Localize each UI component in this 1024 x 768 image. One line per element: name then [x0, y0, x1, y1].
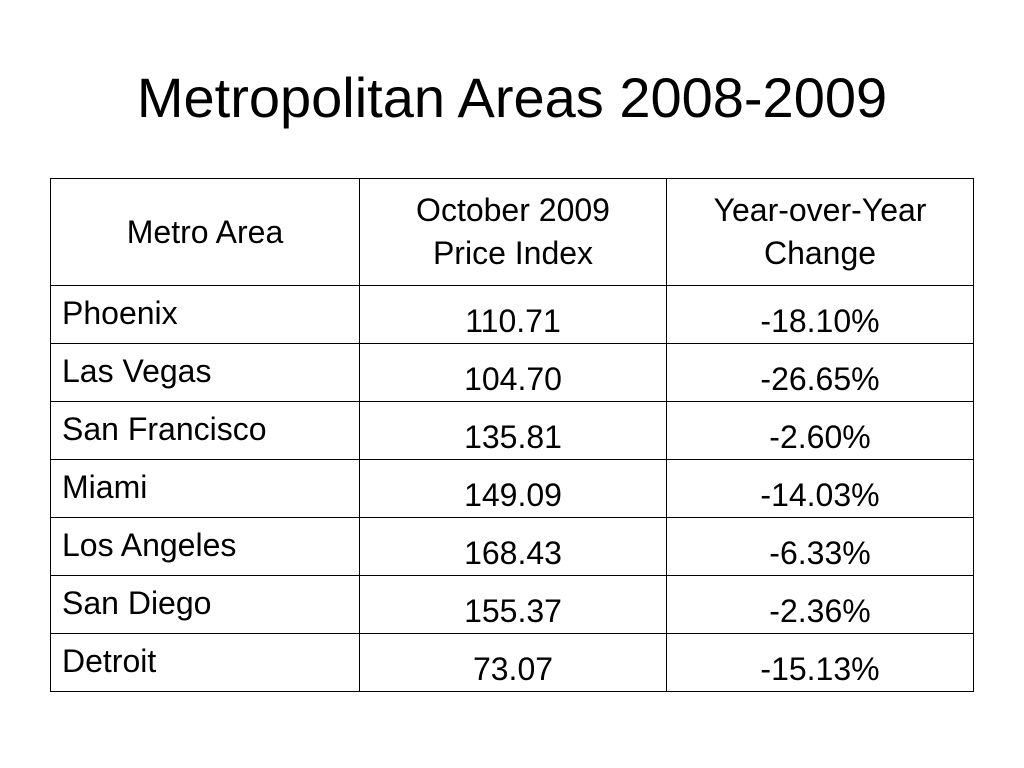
header-price-index-line2: Price Index	[432, 235, 594, 271]
header-metro-area-label: Metro Area	[126, 213, 284, 250]
yoy-change-cell: -14.03%	[666, 459, 974, 518]
price-index-cell: 168.43	[359, 517, 667, 576]
yoy-change-cell: -2.60%	[666, 401, 974, 460]
header-yoy-change: Year-over-Year Change	[666, 178, 974, 286]
header-price-index: October 2009 Price Index	[359, 178, 667, 286]
table-row: Las Vegas 104.70 -26.65%	[50, 343, 974, 402]
price-index-cell: 149.09	[359, 459, 667, 518]
header-yoy-change-line2: Change	[763, 235, 877, 271]
metro-area-cell: Los Angeles	[50, 517, 360, 576]
table-row: Miami 149.09 -14.03%	[50, 459, 974, 518]
yoy-change-cell: -6.33%	[666, 517, 974, 576]
price-index-cell: 155.37	[359, 575, 667, 634]
header-price-index-line1: October 2009	[416, 192, 610, 228]
metro-price-table: Metro Area October 2009 Price Index Year…	[50, 178, 974, 692]
metro-area-cell: San Diego	[50, 575, 360, 634]
yoy-change-cell: -15.13%	[666, 633, 974, 692]
slide-title: Metropolitan Areas 2008-2009	[136, 66, 888, 129]
yoy-change-cell: -2.36%	[666, 575, 974, 634]
table-header-row: Metro Area October 2009 Price Index Year…	[50, 178, 974, 286]
metro-area-cell: Detroit	[50, 633, 360, 692]
metro-area-cell: Las Vegas	[50, 343, 360, 402]
price-index-cell: 135.81	[359, 401, 667, 460]
header-metro-area: Metro Area	[50, 178, 360, 286]
metro-area-cell: Phoenix	[50, 285, 360, 344]
table-row: Phoenix 110.71 -18.10%	[50, 285, 974, 344]
header-yoy-change-line1: Year-over-Year	[713, 192, 927, 228]
price-index-cell: 73.07	[359, 633, 667, 692]
yoy-change-cell: -18.10%	[666, 285, 974, 344]
table-row: San Diego 155.37 -2.36%	[50, 575, 974, 634]
table-row: Los Angeles 168.43 -6.33%	[50, 517, 974, 576]
price-index-cell: 110.71	[359, 285, 667, 344]
table-row: Detroit 73.07 -15.13%	[50, 633, 974, 692]
yoy-change-cell: -26.65%	[666, 343, 974, 402]
metro-area-cell: San Francisco	[50, 401, 360, 460]
table-row: San Francisco 135.81 -2.60%	[50, 401, 974, 460]
price-index-cell: 104.70	[359, 343, 667, 402]
metro-area-cell: Miami	[50, 459, 360, 518]
